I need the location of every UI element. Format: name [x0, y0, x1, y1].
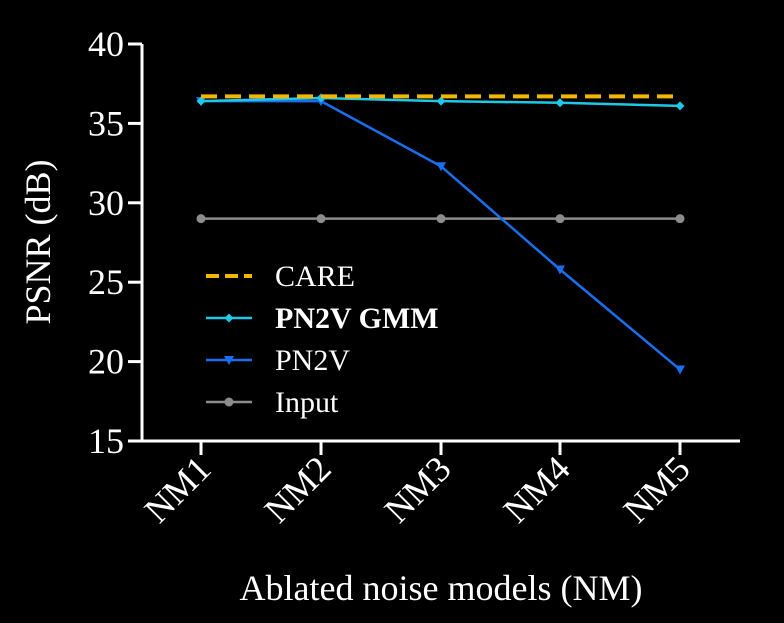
x-tick-label: NM3	[377, 448, 459, 530]
data-point	[555, 214, 565, 224]
legend-item: CARE	[206, 260, 355, 293]
legend: CARE PN2V GMM PN2V Input	[206, 260, 439, 419]
y-tick-label: 25	[88, 262, 124, 302]
y-tick-label: 35	[88, 103, 124, 143]
data-point	[555, 98, 565, 108]
data-point	[675, 214, 685, 224]
series-pn2v-gmm	[196, 93, 685, 111]
data-point	[316, 214, 326, 224]
data-point	[436, 214, 446, 224]
legend-marker	[224, 397, 234, 407]
data-point	[196, 96, 206, 106]
x-axis: NM1 NM2 NM3 NM4 NM5	[137, 439, 740, 530]
y-tick-label: 40	[88, 24, 124, 64]
series-line	[201, 99, 681, 371]
y-tick-label: 15	[88, 421, 124, 461]
x-tick-label: NM1	[137, 448, 219, 530]
legend-marker	[224, 356, 234, 365]
x-tick-label: NM4	[496, 448, 578, 530]
data-point	[555, 265, 565, 275]
legend-label: Input	[275, 386, 339, 419]
x-tick-label: NM2	[257, 448, 339, 530]
legend-item: Input	[206, 386, 339, 419]
series-group	[196, 93, 685, 375]
data-point	[675, 365, 685, 375]
legend-label: PN2V	[275, 344, 350, 377]
y-axis: 15 20 25 30 35 40	[88, 24, 144, 461]
data-point	[675, 101, 685, 111]
y-tick-label: 30	[88, 183, 124, 223]
legend-item: PN2V	[206, 344, 350, 377]
x-tick-label: NM5	[616, 448, 698, 530]
legend-item: PN2V GMM	[206, 302, 439, 335]
y-tick-label: 20	[88, 342, 124, 382]
series-input	[196, 214, 685, 224]
y-axis-title: PSNR (dB)	[18, 159, 58, 324]
legend-label: PN2V GMM	[275, 302, 439, 335]
x-axis-title: Ablated noise models (NM)	[240, 568, 643, 608]
data-point	[436, 162, 446, 172]
data-point	[196, 214, 206, 224]
series-pn2v	[196, 97, 685, 375]
legend-label: CARE	[275, 260, 355, 293]
data-point	[436, 96, 446, 106]
legend-marker	[224, 313, 234, 323]
